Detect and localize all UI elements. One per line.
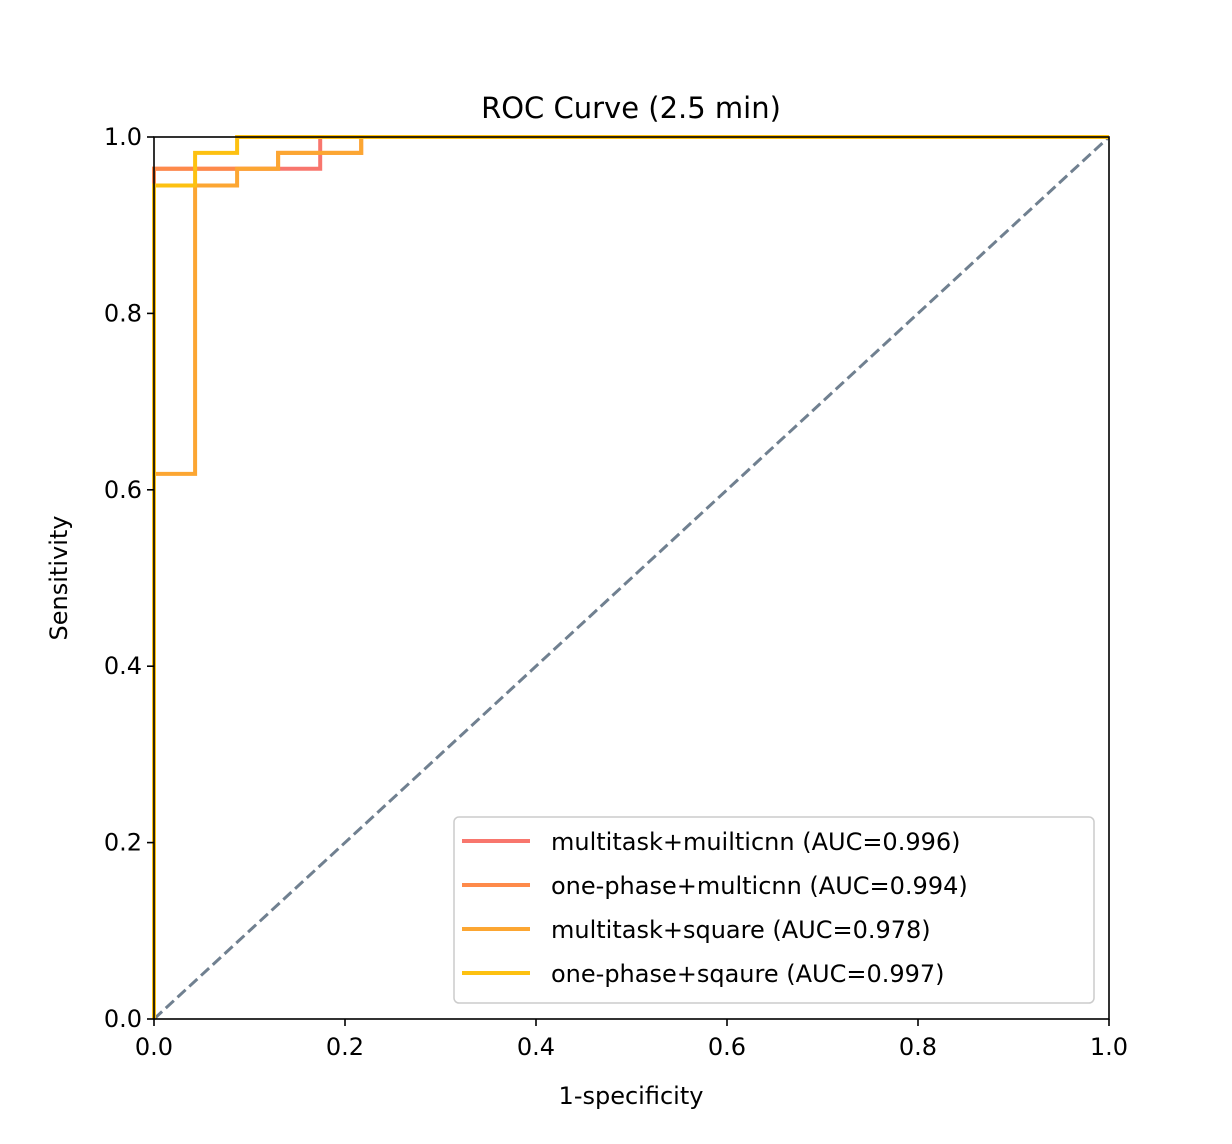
chance-diagonal-line <box>152 135 1111 1021</box>
x-axis-label: 1-specificity <box>559 1082 704 1110</box>
plot-area <box>152 135 1111 1021</box>
y-tick-label: 0.6 <box>104 476 142 504</box>
legend-label-1: multitask+muilticnn (AUC=0.996) <box>551 828 961 856</box>
x-tick-label: 0.2 <box>326 1033 364 1061</box>
x-tick-label: 0.0 <box>135 1033 173 1061</box>
y-tick-label: 1.0 <box>104 123 142 151</box>
y-axis: 0.0 0.2 0.4 0.6 0.8 1.0 <box>104 123 154 1033</box>
legend-label-3: multitask+square (AUC=0.978) <box>551 916 931 944</box>
chart-title: ROC Curve (2.5 min) <box>481 91 781 125</box>
axes-frame <box>153 136 1110 1020</box>
legend-label-4: one-phase+sqaure (AUC=0.997) <box>551 960 945 988</box>
y-axis-label: Sensitivity <box>45 516 73 641</box>
y-tick-label: 0.2 <box>104 829 142 857</box>
roc-series-line-3 <box>152 135 1109 1019</box>
y-tick-label: 0.8 <box>104 299 142 327</box>
legend-label-2: one-phase+multicnn (AUC=0.994) <box>551 872 968 900</box>
x-tick-label: 0.8 <box>899 1033 937 1061</box>
y-tick-label: 0.0 <box>104 1005 142 1033</box>
legend-box <box>453 816 1095 1004</box>
x-axis: 0.0 0.2 0.4 0.6 0.8 1.0 <box>135 1019 1128 1061</box>
legend: multitask+muilticnn (AUC=0.996) one-phase… <box>453 816 1095 1004</box>
x-tick-label: 1.0 <box>1090 1033 1128 1061</box>
y-tick-label: 0.4 <box>104 652 142 680</box>
x-tick-label: 0.6 <box>708 1033 746 1061</box>
x-tick-label: 0.4 <box>517 1033 555 1061</box>
